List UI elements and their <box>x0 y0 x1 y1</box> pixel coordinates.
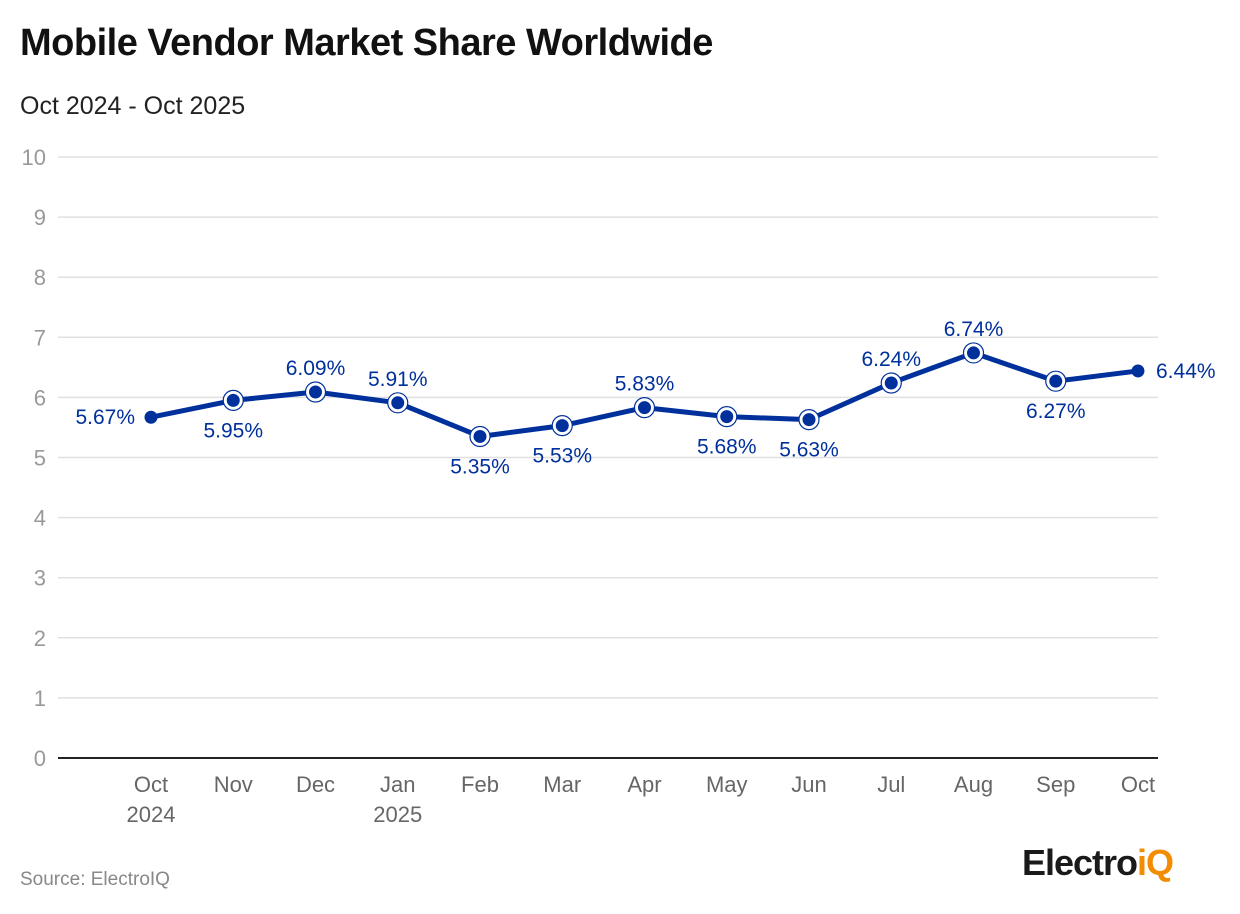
chart-title: Mobile Vendor Market Share Worldwide <box>20 22 713 64</box>
logo-accent: iQ <box>1137 842 1174 883</box>
y-tick-label: 2 <box>34 626 46 651</box>
data-label: 6.74% <box>944 318 1004 341</box>
y-tick-label: 8 <box>34 265 46 290</box>
data-label: 6.09% <box>286 357 346 380</box>
data-label: 6.27% <box>1026 400 1086 423</box>
data-point <box>1131 364 1145 378</box>
data-point <box>473 429 487 443</box>
data-label: 6.44% <box>1156 360 1216 383</box>
data-label: 5.67% <box>75 406 135 429</box>
data-label: 5.91% <box>368 368 428 391</box>
x-tick-label: Jun <box>791 772 826 797</box>
data-label: 5.68% <box>697 436 757 459</box>
x-tick-label: Nov <box>214 772 253 797</box>
data-label: 5.83% <box>615 373 675 396</box>
x-tick-label: Jan <box>380 772 415 797</box>
data-point <box>1049 374 1063 388</box>
x-tick-label: Sep <box>1036 772 1075 797</box>
y-tick-label: 1 <box>34 686 46 711</box>
x-tick-label: 2024 <box>127 802 176 827</box>
data-point <box>802 413 816 427</box>
data-point <box>391 396 405 410</box>
data-point <box>720 410 734 424</box>
y-tick-label: 0 <box>34 746 46 771</box>
y-tick-label: 10 <box>22 145 46 170</box>
x-tick-label: Aug <box>954 772 993 797</box>
y-tick-label: 4 <box>34 506 46 531</box>
data-point <box>638 401 651 415</box>
x-tick-label: Jul <box>877 772 905 797</box>
data-label: 5.35% <box>450 455 510 478</box>
data-point <box>967 346 980 360</box>
y-tick-label: 9 <box>34 205 46 230</box>
y-tick-label: 5 <box>34 446 46 471</box>
x-tick-label: Oct <box>1121 772 1155 797</box>
x-tick-label: Dec <box>296 772 335 797</box>
y-tick-label: 6 <box>34 385 46 410</box>
data-point <box>226 393 240 407</box>
x-tick-label: 2025 <box>373 802 422 827</box>
y-tick-label: 3 <box>34 566 46 591</box>
data-point <box>555 419 569 433</box>
data-label: 5.95% <box>203 419 263 442</box>
data-point <box>884 376 898 390</box>
data-point <box>144 410 158 424</box>
data-label: 6.24% <box>861 348 921 371</box>
data-point <box>309 385 322 399</box>
data-label: 5.63% <box>779 439 839 462</box>
x-tick-label: May <box>706 772 748 797</box>
x-tick-label: Apr <box>627 772 661 797</box>
y-tick-label: 7 <box>34 325 46 350</box>
data-label: 5.53% <box>532 445 592 468</box>
chart-subtitle: Oct 2024 - Oct 2025 <box>20 92 246 120</box>
x-tick-label: Oct <box>134 772 168 797</box>
source-label: Source: ElectroIQ <box>20 869 170 890</box>
x-tick-label: Mar <box>543 772 581 797</box>
electroiq-logo: ElectroiQ <box>1022 842 1174 884</box>
logo-text: Electro <box>1022 842 1138 883</box>
x-tick-label: Feb <box>461 772 499 797</box>
